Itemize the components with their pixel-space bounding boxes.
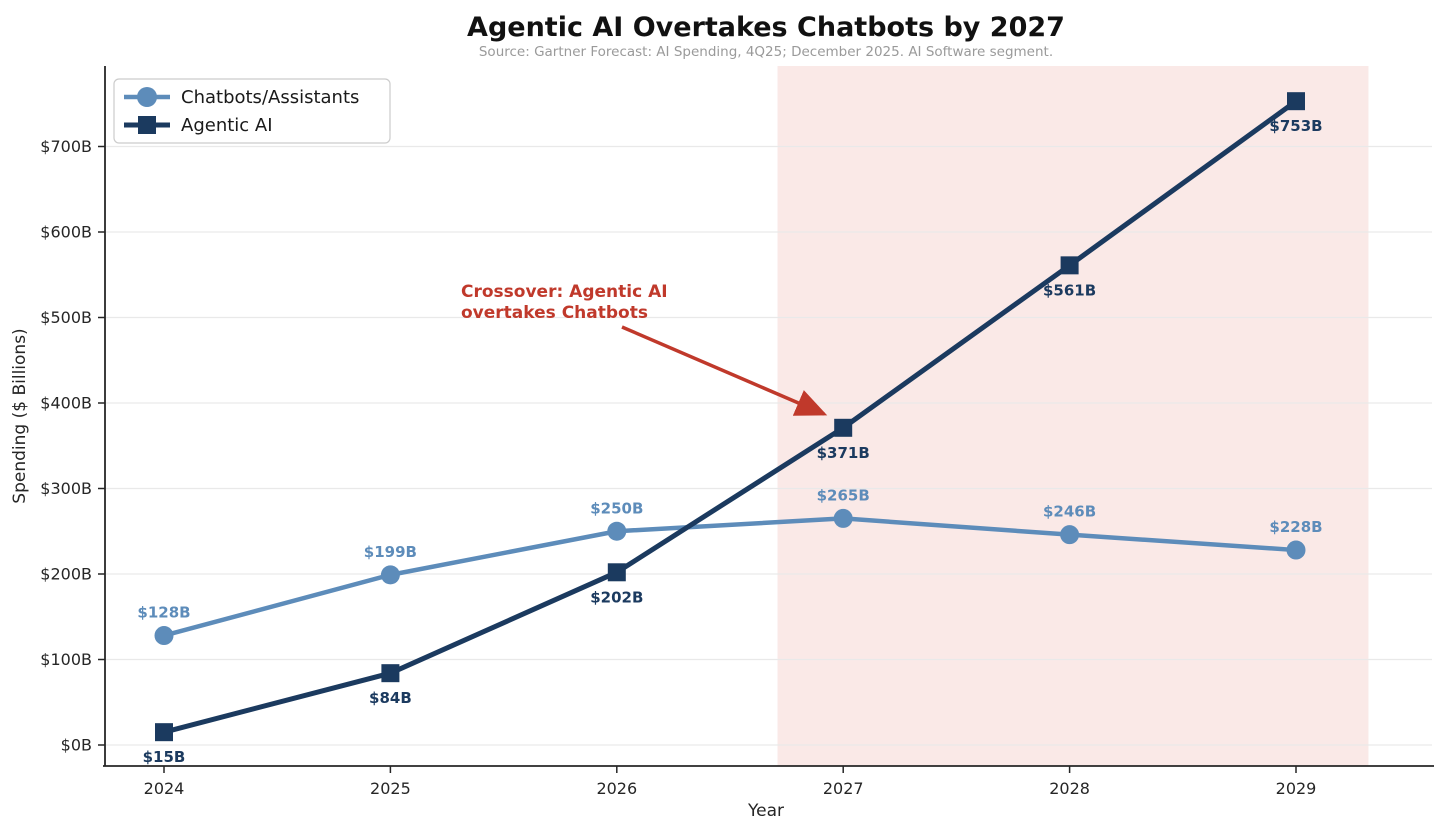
legend-label-chatbots: Chatbots/Assistants bbox=[181, 87, 359, 108]
data-point-label-chatbots-assistants: $246B bbox=[1043, 503, 1096, 521]
x-axis-label: Year bbox=[747, 801, 784, 821]
data-point-label-chatbots-assistants: $250B bbox=[590, 499, 643, 517]
data-point-agentic-ai bbox=[607, 563, 626, 582]
data-point-label-chatbots-assistants: $199B bbox=[364, 543, 417, 561]
data-point-label-agentic-ai: $753B bbox=[1269, 117, 1322, 135]
data-point-chatbots-assistants bbox=[380, 565, 400, 585]
data-point-chatbots-assistants bbox=[154, 626, 174, 646]
data-point-agentic-ai bbox=[155, 723, 173, 742]
chart-title: Agentic AI Overtakes Chatbots by 2027 bbox=[467, 12, 1065, 43]
y-tick-label: $500B bbox=[40, 308, 92, 327]
legend-label-agentic: Agentic AI bbox=[181, 115, 273, 136]
gridlines bbox=[106, 145, 1432, 746]
annotation-arrow bbox=[621, 325, 828, 416]
forecast-band-group bbox=[777, 66, 1369, 766]
data-point-label-agentic-ai: $84B bbox=[369, 689, 412, 707]
annotation-line2: overtakes Chatbots bbox=[461, 303, 648, 323]
data-point-agentic-ai bbox=[834, 418, 853, 437]
chart-subtitle: Source: Gartner Forecast: AI Spending, 4… bbox=[479, 44, 1053, 60]
annotation-line1: Crossover: Agentic AI bbox=[461, 282, 668, 302]
legend-item-agentic: Agentic AI bbox=[124, 115, 273, 136]
data-point-agentic-ai bbox=[1287, 92, 1305, 111]
data-point-label-agentic-ai: $202B bbox=[590, 588, 643, 606]
y-tick-label: $400B bbox=[40, 394, 92, 413]
series-line-chatbots-assistants bbox=[161, 516, 1299, 638]
legend-square-marker-icon bbox=[138, 116, 156, 134]
y-tick-label: $700B bbox=[40, 137, 92, 156]
data-point-agentic-ai bbox=[1060, 256, 1079, 275]
data-point-label-agentic-ai: $561B bbox=[1043, 281, 1096, 299]
data-point-label-agentic-ai: $15B bbox=[143, 748, 186, 766]
legend: Chatbots/Assistants Agentic AI bbox=[113, 78, 391, 144]
y-tick-label: $300B bbox=[40, 479, 92, 498]
y-tick-label: $0B bbox=[61, 736, 92, 755]
x-tick-label: 2024 bbox=[144, 779, 185, 798]
data-point-label-chatbots-assistants: $228B bbox=[1269, 518, 1322, 536]
y-tick-label: $100B bbox=[40, 650, 92, 669]
data-point-label-chatbots-assistants: $128B bbox=[137, 604, 190, 622]
x-tick-label: 2025 bbox=[370, 779, 411, 798]
y-axis-label: Spending ($ Billions) bbox=[10, 328, 30, 503]
data-point-chatbots-assistants bbox=[607, 521, 627, 541]
data-point-chatbots-assistants bbox=[1286, 540, 1306, 560]
data-point-label-chatbots-assistants: $265B bbox=[817, 486, 870, 504]
data-point-chatbots-assistants bbox=[1060, 525, 1080, 545]
legend-box bbox=[113, 78, 391, 144]
x-tick-label: 2026 bbox=[596, 779, 637, 798]
y-tick-label: $200B bbox=[40, 565, 92, 584]
series-line-agentic-ai bbox=[161, 98, 1299, 735]
x-tick-label: 2028 bbox=[1049, 779, 1090, 798]
legend-circle-marker-icon bbox=[137, 87, 157, 107]
legend-item-chatbots: Chatbots/Assistants bbox=[124, 87, 359, 108]
series-group: $128B $199B $250B $265B $246B $228B $15B $84B $2… bbox=[137, 92, 1323, 766]
y-tick-label: $600B bbox=[40, 223, 92, 242]
x-tick-label: 2029 bbox=[1276, 779, 1317, 798]
data-point-chatbots-assistants bbox=[833, 508, 853, 528]
axes: 2024 2025 2026 2027 2028 2029 $0B $100B $200B $30… bbox=[40, 66, 1434, 798]
data-point-agentic-ai bbox=[381, 664, 400, 683]
data-point-label-agentic-ai: $371B bbox=[817, 444, 870, 462]
x-tick-label: 2027 bbox=[823, 779, 864, 798]
crossover-annotation: Crossover: Agentic AI overtakes Chatbots bbox=[461, 282, 828, 416]
forecast-band bbox=[777, 66, 1369, 766]
